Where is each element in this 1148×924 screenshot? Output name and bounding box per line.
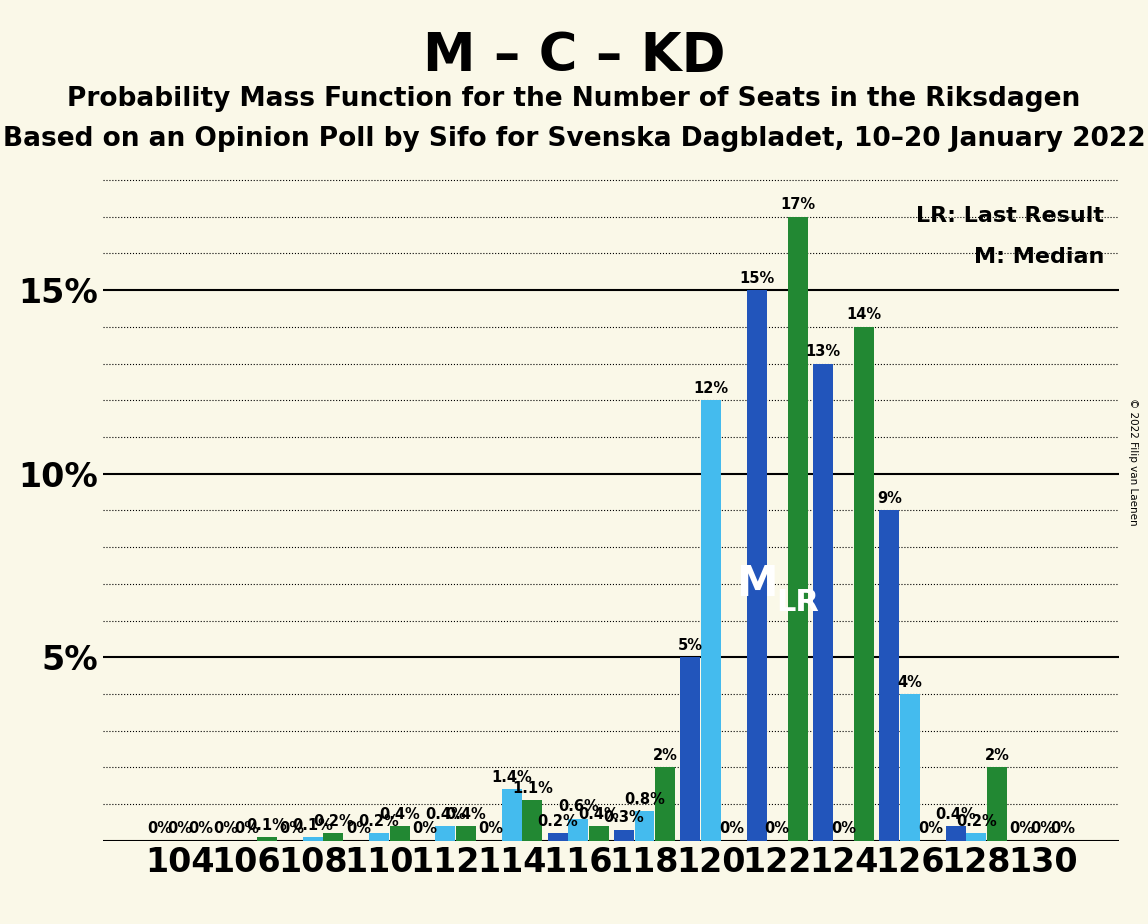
Text: 0.1%: 0.1%	[247, 818, 287, 833]
Bar	[635, 811, 654, 841]
Text: 9%: 9%	[877, 491, 902, 506]
Bar	[967, 833, 986, 841]
Text: LR: Last Result: LR: Last Result	[916, 206, 1104, 225]
Bar	[854, 327, 874, 841]
Text: 1.4%: 1.4%	[491, 770, 533, 785]
Bar	[614, 830, 634, 841]
Text: 2%: 2%	[984, 748, 1009, 763]
Bar	[370, 833, 389, 841]
Bar	[303, 837, 323, 841]
Text: LR: LR	[776, 588, 820, 616]
Text: M – C – KD: M – C – KD	[422, 30, 726, 81]
Text: M: Median: M: Median	[974, 247, 1104, 267]
Text: 0.4%: 0.4%	[579, 807, 619, 821]
Text: 0.4%: 0.4%	[445, 807, 487, 821]
Text: 0%: 0%	[1050, 821, 1076, 836]
Text: 1.1%: 1.1%	[512, 781, 553, 796]
Text: 0%: 0%	[1009, 821, 1034, 836]
Text: 17%: 17%	[781, 198, 815, 213]
Bar	[681, 657, 700, 841]
Bar	[656, 768, 675, 841]
Text: 0%: 0%	[719, 821, 744, 836]
Bar	[946, 826, 965, 841]
Text: Probability Mass Function for the Number of Seats in the Riksdagen: Probability Mass Function for the Number…	[68, 86, 1080, 112]
Text: 0%: 0%	[280, 821, 304, 836]
Text: 0.2%: 0.2%	[956, 814, 996, 829]
Bar	[746, 290, 767, 841]
Text: 12%: 12%	[693, 381, 728, 395]
Text: 0.4%: 0.4%	[425, 807, 466, 821]
Bar	[589, 826, 608, 841]
Text: Based on an Opinion Poll by Sifo for Svenska Dagbladet, 10–20 January 2022: Based on an Opinion Poll by Sifo for Sve…	[2, 126, 1146, 152]
Bar	[900, 694, 920, 841]
Text: 0%: 0%	[918, 821, 943, 836]
Text: 0%: 0%	[831, 821, 856, 836]
Bar	[522, 800, 542, 841]
Bar	[456, 826, 476, 841]
Text: 0%: 0%	[188, 821, 214, 836]
Bar	[879, 510, 899, 841]
Text: 0.2%: 0.2%	[358, 814, 400, 829]
Bar	[813, 364, 833, 841]
Text: 0.4%: 0.4%	[379, 807, 420, 821]
Text: 0%: 0%	[412, 821, 437, 836]
Bar	[568, 819, 588, 841]
Bar	[987, 768, 1007, 841]
Bar	[788, 217, 808, 841]
Text: 0.2%: 0.2%	[537, 814, 577, 829]
Bar	[548, 833, 567, 841]
Text: M: M	[736, 563, 777, 605]
Text: 14%: 14%	[846, 308, 882, 322]
Bar	[502, 789, 521, 841]
Text: 0%: 0%	[168, 821, 193, 836]
Text: 0%: 0%	[479, 821, 504, 836]
Text: 0.6%: 0.6%	[558, 799, 598, 814]
Bar	[324, 833, 343, 841]
Text: 0.1%: 0.1%	[293, 818, 333, 833]
Text: 13%: 13%	[806, 345, 840, 359]
Text: 0.8%: 0.8%	[625, 792, 665, 807]
Text: 0%: 0%	[214, 821, 239, 836]
Text: 0%: 0%	[234, 821, 259, 836]
Bar	[435, 826, 456, 841]
Text: © 2022 Filip van Laenen: © 2022 Filip van Laenen	[1128, 398, 1138, 526]
Bar	[257, 837, 277, 841]
Text: 0%: 0%	[346, 821, 371, 836]
Text: 0%: 0%	[1030, 821, 1055, 836]
Text: 2%: 2%	[652, 748, 677, 763]
Bar	[701, 400, 721, 841]
Bar	[389, 826, 410, 841]
Text: 5%: 5%	[677, 638, 703, 653]
Text: 0%: 0%	[147, 821, 172, 836]
Text: 4%: 4%	[898, 675, 922, 689]
Text: 0.4%: 0.4%	[936, 807, 976, 821]
Text: 0%: 0%	[765, 821, 790, 836]
Text: 15%: 15%	[739, 271, 774, 286]
Text: 0.2%: 0.2%	[313, 814, 354, 829]
Text: 0.3%: 0.3%	[604, 810, 644, 825]
